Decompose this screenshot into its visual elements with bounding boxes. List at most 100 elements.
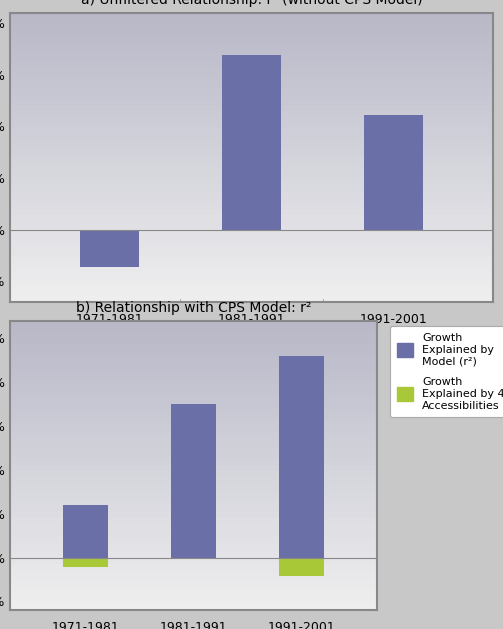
- Bar: [10, 581, 377, 587]
- Bar: [10, 344, 377, 350]
- Bar: [10, 123, 493, 128]
- Bar: [10, 442, 377, 448]
- Bar: [10, 413, 377, 419]
- Bar: [10, 523, 377, 529]
- Bar: [10, 204, 493, 209]
- Bar: [10, 408, 377, 413]
- Bar: [10, 552, 377, 558]
- Bar: [10, 24, 493, 30]
- Bar: [10, 99, 493, 105]
- Bar: [10, 59, 493, 65]
- Bar: [10, 192, 493, 198]
- Title: b) Relationship with CPS Model: r²: b) Relationship with CPS Model: r²: [76, 301, 311, 316]
- Bar: [10, 384, 377, 390]
- Bar: [10, 448, 377, 454]
- Legend: Growth
Explained by
Model (r²), Growth
Explained by 4
Accessibilities: Growth Explained by Model (r²), Growth E…: [390, 326, 503, 417]
- Bar: [222, 55, 281, 230]
- Bar: [10, 604, 377, 610]
- Bar: [10, 419, 377, 425]
- Bar: [171, 557, 216, 559]
- Bar: [10, 396, 377, 402]
- Bar: [10, 181, 493, 186]
- Bar: [10, 146, 493, 152]
- Bar: [10, 494, 377, 500]
- Bar: [10, 471, 377, 477]
- Bar: [171, 404, 216, 557]
- Bar: [10, 36, 493, 42]
- Bar: [10, 529, 377, 535]
- Bar: [10, 350, 377, 355]
- Bar: [10, 134, 493, 140]
- Bar: [10, 65, 493, 70]
- Bar: [10, 157, 493, 163]
- Bar: [10, 284, 493, 291]
- Bar: [10, 94, 493, 99]
- Bar: [10, 437, 377, 442]
- Bar: [10, 76, 493, 82]
- Bar: [10, 221, 493, 226]
- Bar: [10, 88, 493, 94]
- Bar: [10, 599, 377, 604]
- Bar: [10, 535, 377, 541]
- Bar: [10, 279, 493, 284]
- Bar: [10, 273, 493, 279]
- Bar: [10, 175, 493, 181]
- Bar: [10, 547, 377, 552]
- Bar: [364, 115, 424, 230]
- Bar: [10, 576, 377, 581]
- Bar: [10, 53, 493, 59]
- Bar: [10, 367, 377, 373]
- Bar: [10, 198, 493, 204]
- Bar: [10, 373, 377, 379]
- Bar: [10, 518, 377, 523]
- Bar: [10, 238, 493, 244]
- Bar: [10, 13, 493, 18]
- Bar: [10, 215, 493, 221]
- Bar: [10, 489, 377, 494]
- Bar: [10, 338, 377, 344]
- Bar: [10, 431, 377, 437]
- Bar: [10, 169, 493, 175]
- Bar: [10, 465, 377, 471]
- Bar: [10, 355, 377, 361]
- Bar: [10, 163, 493, 169]
- Bar: [10, 267, 493, 273]
- Bar: [10, 117, 493, 123]
- Bar: [10, 244, 493, 250]
- Bar: [10, 541, 377, 547]
- Bar: [279, 557, 324, 576]
- Bar: [10, 105, 493, 111]
- Bar: [10, 477, 377, 483]
- Bar: [10, 262, 493, 267]
- Bar: [10, 70, 493, 76]
- Bar: [79, 230, 139, 267]
- Bar: [10, 332, 377, 338]
- Bar: [10, 128, 493, 134]
- Bar: [10, 186, 493, 192]
- Bar: [10, 379, 377, 384]
- Bar: [10, 250, 493, 255]
- Bar: [10, 296, 493, 302]
- Bar: [10, 390, 377, 396]
- Bar: [10, 140, 493, 146]
- Bar: [10, 152, 493, 157]
- Bar: [10, 587, 377, 593]
- Bar: [10, 82, 493, 88]
- Bar: [10, 593, 377, 599]
- Bar: [10, 226, 493, 233]
- Bar: [10, 42, 493, 47]
- Bar: [279, 356, 324, 557]
- Bar: [10, 425, 377, 431]
- Bar: [10, 326, 377, 332]
- Bar: [10, 361, 377, 367]
- Bar: [10, 209, 493, 215]
- Bar: [10, 558, 377, 564]
- Bar: [10, 30, 493, 36]
- Bar: [10, 233, 493, 238]
- Bar: [10, 291, 493, 296]
- Bar: [10, 564, 377, 570]
- Bar: [10, 402, 377, 408]
- Bar: [10, 512, 377, 518]
- Title: a) Unfiltered Relationship: r² (without CPS Model): a) Unfiltered Relationship: r² (without …: [80, 0, 423, 8]
- Bar: [10, 18, 493, 24]
